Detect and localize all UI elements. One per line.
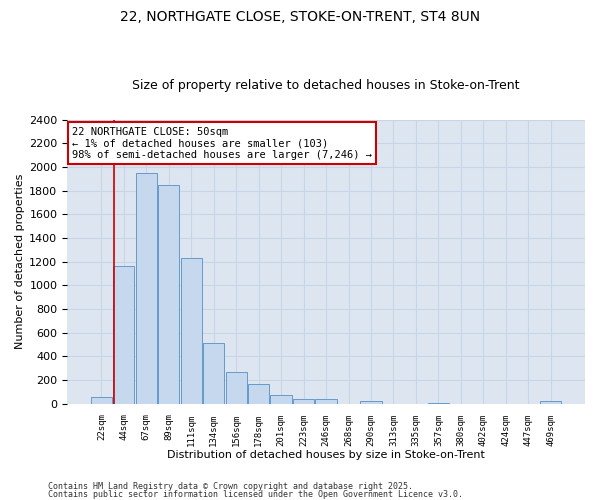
Bar [248, 384, 269, 404]
Bar [316, 399, 337, 404]
Title: Size of property relative to detached houses in Stoke-on-Trent: Size of property relative to detached ho… [133, 79, 520, 92]
X-axis label: Distribution of detached houses by size in Stoke-on-Trent: Distribution of detached houses by size … [167, 450, 485, 460]
Bar [271, 395, 292, 404]
Bar [226, 372, 247, 404]
Text: Contains HM Land Registry data © Crown copyright and database right 2025.: Contains HM Land Registry data © Crown c… [48, 482, 413, 491]
Bar [203, 344, 224, 404]
Bar [293, 399, 314, 404]
Text: Contains public sector information licensed under the Open Government Licence v3: Contains public sector information licen… [48, 490, 463, 499]
Bar [136, 173, 157, 404]
Text: 22 NORTHGATE CLOSE: 50sqm
← 1% of detached houses are smaller (103)
98% of semi-: 22 NORTHGATE CLOSE: 50sqm ← 1% of detach… [73, 126, 373, 160]
Bar [540, 402, 562, 404]
Y-axis label: Number of detached properties: Number of detached properties [15, 174, 25, 350]
Bar [361, 402, 382, 404]
Bar [91, 397, 112, 404]
Text: 22, NORTHGATE CLOSE, STOKE-ON-TRENT, ST4 8UN: 22, NORTHGATE CLOSE, STOKE-ON-TRENT, ST4… [120, 10, 480, 24]
Bar [113, 266, 134, 404]
Bar [181, 258, 202, 404]
Bar [158, 184, 179, 404]
